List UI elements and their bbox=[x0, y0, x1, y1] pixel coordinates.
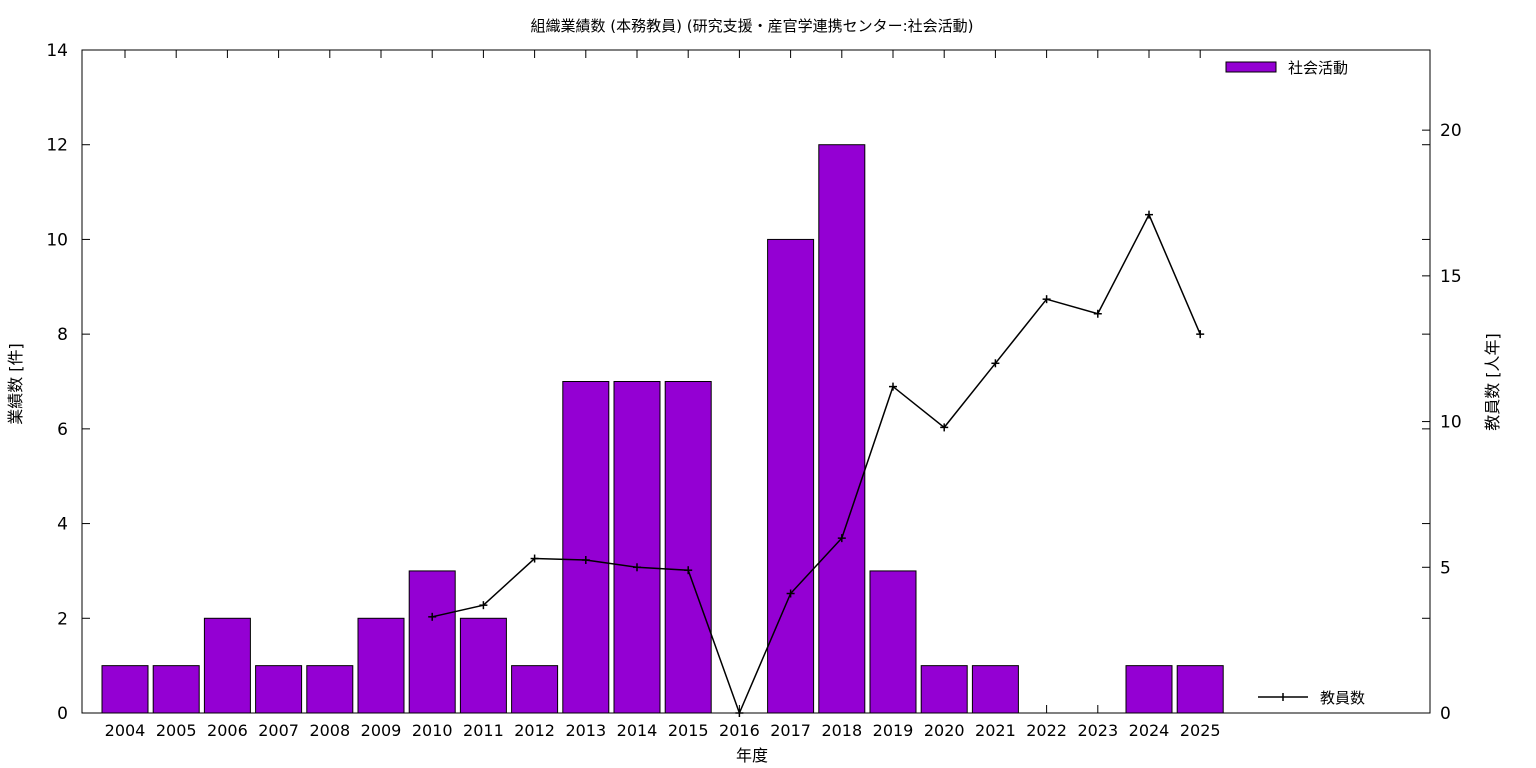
x-tick-label: 2015 bbox=[668, 721, 709, 740]
y-tick-label: 14 bbox=[46, 41, 68, 61]
x-tick-label: 2010 bbox=[412, 721, 453, 740]
plot-frame bbox=[81, 49, 1431, 714]
x-axis-label: 年度 bbox=[736, 746, 768, 765]
bar bbox=[203, 617, 251, 714]
x-tick-label: 2008 bbox=[309, 721, 350, 740]
x-tick-label: 2025 bbox=[1180, 721, 1221, 740]
y2-tick-label: 10 bbox=[1440, 413, 1462, 433]
bar bbox=[613, 381, 661, 714]
y2-tick-label: 0 bbox=[1440, 704, 1451, 724]
x-tick-label: 2006 bbox=[207, 721, 248, 740]
x-tick-label: 2020 bbox=[924, 721, 965, 740]
bar bbox=[357, 617, 405, 714]
x-tick-label: 2011 bbox=[463, 721, 504, 740]
bar bbox=[152, 665, 200, 714]
y-tick-label: 2 bbox=[57, 609, 68, 629]
y-axis-label: 業績数 [件] bbox=[6, 343, 25, 425]
x-tick-label: 2012 bbox=[514, 721, 555, 740]
y2-tick-label: 20 bbox=[1440, 121, 1462, 141]
bar bbox=[1176, 665, 1224, 714]
x-tick-label: 2021 bbox=[975, 721, 1016, 740]
y-tick-label: 0 bbox=[57, 704, 68, 724]
bar bbox=[818, 144, 866, 714]
bar bbox=[869, 570, 917, 714]
bar bbox=[459, 617, 507, 714]
x-tick-label: 2023 bbox=[1077, 721, 1118, 740]
bar bbox=[562, 381, 610, 714]
x-tick-label: 2013 bbox=[565, 721, 606, 740]
y-tick-label: 10 bbox=[46, 230, 68, 250]
bar bbox=[767, 238, 815, 714]
y2-axis-label: 教員数 [人年] bbox=[1483, 333, 1502, 431]
x-tick-label: 2005 bbox=[156, 721, 197, 740]
y2-tick-label: 5 bbox=[1440, 558, 1451, 578]
x-tick-label: 2004 bbox=[105, 721, 146, 740]
bar bbox=[664, 381, 712, 714]
bar bbox=[101, 665, 149, 714]
x-tick-label: 2022 bbox=[1026, 721, 1067, 740]
legend-bar-label: 社会活動 bbox=[1288, 59, 1348, 77]
y-tick-label: 6 bbox=[57, 420, 68, 440]
x-tick-label: 2019 bbox=[873, 721, 914, 740]
x-tick-label: 2007 bbox=[258, 721, 299, 740]
chart-title: 組織業績数 (本務教員) (研究支援・産官学連携センター:社会活動) bbox=[530, 17, 973, 35]
bar bbox=[511, 665, 559, 714]
x-tick-label: 2016 bbox=[719, 721, 760, 740]
x-tick-label: 2024 bbox=[1129, 721, 1170, 740]
bar bbox=[408, 570, 456, 714]
x-tick-label: 2014 bbox=[617, 721, 658, 740]
x-tick-label: 2017 bbox=[770, 721, 811, 740]
y-tick-label: 8 bbox=[57, 325, 68, 345]
plot-area: 0 2 4 6 8 10 12 14 0 5 10 15 20 2004 2005 2006 2007 2008 2… bbox=[46, 41, 1461, 740]
legend-line-label: 教員数 bbox=[1320, 689, 1365, 707]
line-series bbox=[432, 212, 1201, 716]
x-tick-label: 2009 bbox=[361, 721, 402, 740]
y2-tick-label: 15 bbox=[1440, 267, 1462, 287]
bar bbox=[306, 665, 354, 714]
legend-bar-swatch bbox=[1225, 61, 1277, 73]
bar bbox=[920, 665, 968, 714]
y-tick-label: 12 bbox=[46, 136, 68, 156]
bar bbox=[255, 665, 303, 714]
y-tick-label: 4 bbox=[57, 515, 68, 535]
bar bbox=[1125, 665, 1173, 714]
bar bbox=[971, 665, 1019, 714]
x-tick-label: 2018 bbox=[821, 721, 862, 740]
